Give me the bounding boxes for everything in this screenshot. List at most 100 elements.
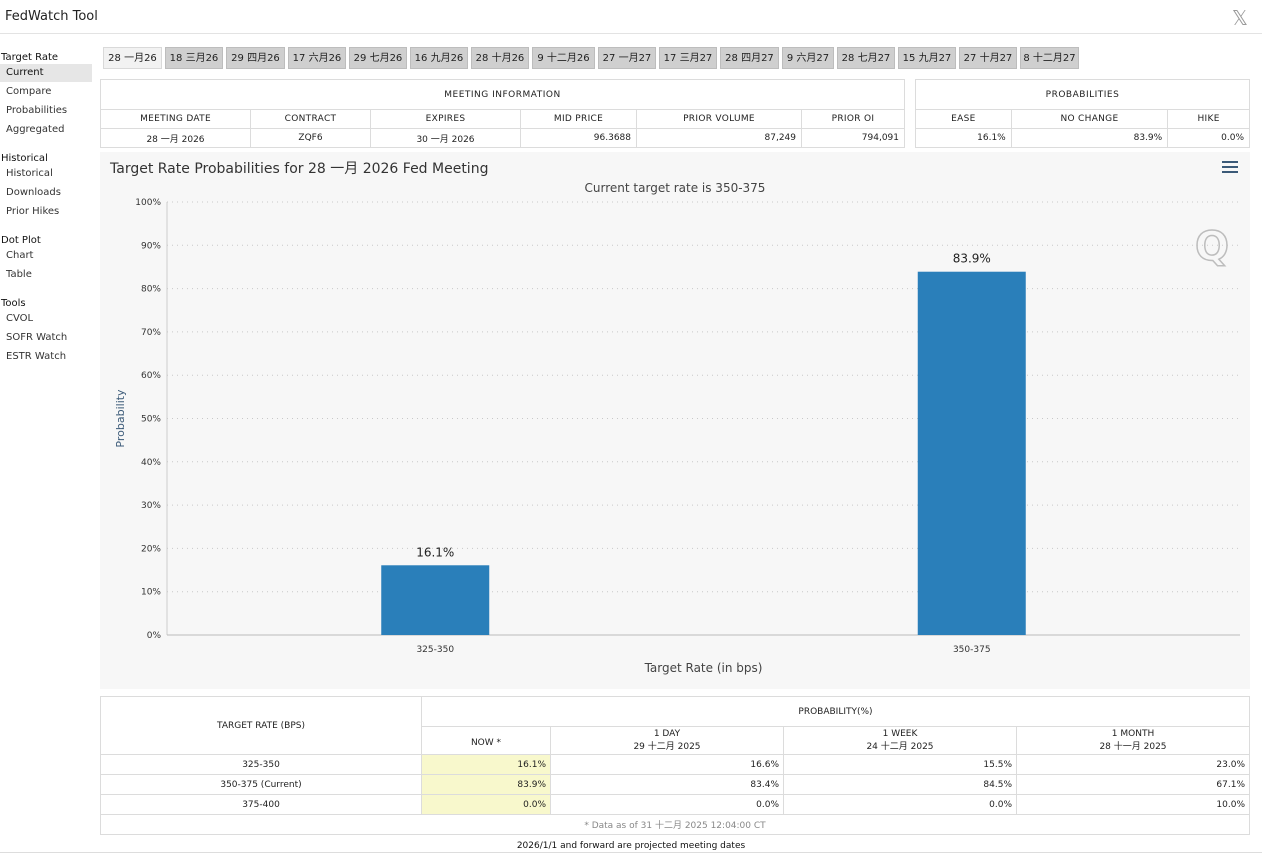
probability-cell: 0.0%: [421, 794, 551, 815]
probability-cell: 23.0%: [1016, 754, 1250, 775]
sidebar-group-title: Target Rate: [1, 52, 59, 63]
meeting-tab[interactable]: 15 九月27: [898, 47, 956, 69]
y-tick-label: 50%: [141, 415, 161, 425]
sidebar-item-aggregated[interactable]: Aggregated: [6, 124, 65, 135]
meeting-information-table: MEETING INFORMATION MEETING DATE CONTRACT…: [100, 79, 905, 148]
sidebar-item-probabilities[interactable]: Probabilities: [6, 105, 68, 116]
meeting-tab[interactable]: 8 十二月27: [1020, 47, 1079, 69]
sidebar-group-title: Tools: [1, 298, 26, 309]
meeting-information-title: MEETING INFORMATION: [100, 79, 905, 110]
column-label: NOW *: [470, 737, 502, 748]
sidebar-item-prior-hikes[interactable]: Prior Hikes: [6, 206, 60, 217]
probability-cell: 84.5%: [783, 774, 1017, 795]
probabilities-table: PROBABILITIES EASE NO CHANGE HIKE 16.1% 83.…: [915, 79, 1250, 148]
app-title: FedWatch Tool: [5, 9, 98, 24]
sidebar-item-sofr-watch[interactable]: SOFR Watch: [6, 332, 68, 343]
meeting-info-value: 28 一月 2026: [100, 128, 251, 148]
meeting-info-value: 87,249: [636, 128, 802, 148]
column-label: 1 DAY: [653, 729, 681, 739]
probability-bar-chart: Current target rate is 350-375 0% 10% 20% 30…: [114, 181, 1240, 675]
chart-title: Target Rate Probabilities for 28 一月 2026…: [110, 161, 489, 177]
chart-subtitle: Current target rate is 350-375: [585, 181, 766, 195]
probability-value: 83.9%: [1010, 128, 1169, 148]
sidebar-item-estr-watch[interactable]: ESTR Watch: [6, 351, 67, 362]
probability-cell: 67.1%: [1016, 774, 1250, 795]
sidebar-item-historical[interactable]: Historical: [6, 168, 53, 179]
target-rate-header: TARGET RATE (BPS): [100, 696, 422, 755]
x-tick-label: 350-375: [953, 645, 991, 655]
history-column-header: 1 WEEK 24 十二月 2025: [783, 726, 1017, 755]
sidebar-item-downloads[interactable]: Downloads: [6, 187, 61, 198]
close-icon[interactable]: 𝕏: [1231, 6, 1248, 30]
probability-header: NO CHANGE: [1010, 109, 1169, 129]
meeting-info-value: 30 一月 2026: [370, 128, 521, 148]
meeting-tab[interactable]: 28 一月26: [103, 47, 162, 69]
y-tick-label: 60%: [141, 371, 161, 381]
target-rate-cell: 350-375 (Current): [100, 774, 422, 795]
column-date: 29 十二月 2025: [633, 742, 701, 752]
column-label: 1 MONTH: [1111, 729, 1155, 739]
meeting-tab[interactable]: 29 四月26: [226, 47, 285, 69]
meeting-tab[interactable]: 9 十二月26: [532, 47, 595, 69]
y-tick-label: 10%: [141, 588, 161, 598]
probability-cell: 0.0%: [783, 794, 1017, 815]
column-date: 28 十一月 2025: [1099, 742, 1167, 752]
sidebar-item-compare[interactable]: Compare: [6, 86, 52, 97]
sidebar-item-chart[interactable]: Chart: [6, 250, 34, 261]
meeting-tab[interactable]: 28 四月27: [720, 47, 779, 69]
probability-cell: 10.0%: [1016, 794, 1250, 815]
sidebar-group-title: Dot Plot: [1, 235, 41, 246]
probability-cell: 83.9%: [421, 774, 551, 795]
footer-divider: [0, 852, 1262, 853]
sidebar-item-current[interactable]: Current: [0, 64, 92, 82]
history-column-header: 1 DAY 29 十二月 2025: [550, 726, 784, 755]
probability-cell: 16.6%: [550, 754, 784, 775]
meeting-tab[interactable]: 29 七月26: [349, 47, 407, 69]
data-timestamp-note: * Data as of 31 十二月 2025 12:04:00 CT: [100, 814, 1250, 835]
meeting-info-header: CONTRACT: [250, 109, 371, 129]
bar-325-350: [381, 565, 490, 635]
meeting-tab[interactable]: 16 九月26: [410, 47, 468, 69]
sidebar-item-cvol[interactable]: CVOL: [6, 313, 34, 324]
sidebar-nav: Target Rate Current Compare Probabilities Ag…: [0, 50, 92, 366]
x-axis-title: Target Rate (in bps): [644, 661, 763, 675]
top-bar: FedWatch Tool 𝕏: [0, 0, 1262, 34]
probability-value: 16.1%: [915, 128, 1012, 148]
meeting-info-header: EXPIRES: [370, 109, 521, 129]
meeting-info-header: MEETING DATE: [100, 109, 251, 129]
meeting-tab[interactable]: 27 十月27: [959, 47, 1017, 69]
probability-cell: 16.1%: [421, 754, 551, 775]
y-tick-label: 20%: [141, 544, 161, 554]
meeting-tab[interactable]: 9 六月27: [782, 47, 834, 69]
probabilities-title: PROBABILITIES: [915, 79, 1250, 110]
y-tick-label: 100%: [135, 198, 161, 208]
probability-cell: 15.5%: [783, 754, 1017, 775]
target-rate-cell: 325-350: [100, 754, 422, 775]
meeting-info-header: PRIOR VOLUME: [636, 109, 802, 129]
y-tick-label: 30%: [141, 501, 161, 511]
y-tick-label: 0%: [147, 631, 162, 641]
meeting-info-value: 794,091: [801, 128, 905, 148]
column-label: 1 WEEK: [882, 729, 918, 739]
table-row: 350-375 (Current) 83.9% 83.4% 84.5% 67.1%: [100, 774, 1250, 795]
y-tick-label: 70%: [141, 328, 161, 338]
table-row: 375-400 0.0% 0.0% 0.0% 10.0%: [100, 794, 1250, 815]
meeting-tab[interactable]: 28 七月27: [837, 47, 895, 69]
bar-value-label: 16.1%: [416, 545, 454, 559]
meeting-info-header: PRIOR OI: [801, 109, 905, 129]
meeting-tab[interactable]: 17 三月27: [659, 47, 717, 69]
meeting-tab[interactable]: 17 六月26: [288, 47, 346, 69]
probability-value: 0.0%: [1167, 128, 1250, 148]
meeting-tab[interactable]: 27 一月27: [598, 47, 656, 69]
meeting-tab[interactable]: 18 三月26: [165, 47, 223, 69]
chart-menu-icon[interactable]: [1222, 161, 1238, 174]
sidebar-item-table[interactable]: Table: [6, 269, 32, 280]
probability-cell: 0.0%: [550, 794, 784, 815]
probability-header: EASE: [915, 109, 1012, 129]
probability-header: HIKE: [1167, 109, 1250, 129]
y-tick-label: 90%: [141, 241, 161, 251]
meeting-tab[interactable]: 28 十月26: [471, 47, 529, 69]
y-axis-title: Probability: [114, 389, 127, 448]
probability-history-table: TARGET RATE (BPS) PROBABILITY(%) NOW * 1 DA…: [100, 696, 1250, 835]
watermark-logo: Q: [1195, 224, 1229, 270]
